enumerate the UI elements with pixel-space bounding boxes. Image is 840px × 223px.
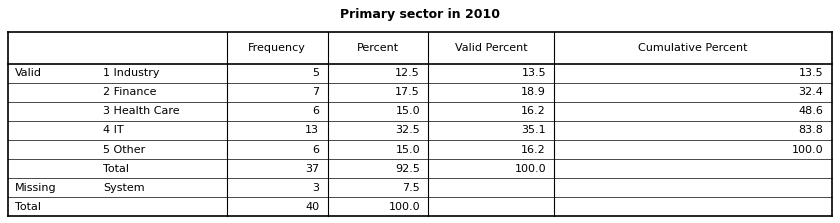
Text: Total: Total	[103, 164, 129, 173]
Text: 100.0: 100.0	[791, 145, 823, 155]
Text: 6: 6	[312, 106, 319, 116]
Text: 1 Industry: 1 Industry	[103, 68, 160, 78]
Text: 2 Finance: 2 Finance	[103, 87, 157, 97]
Text: 12.5: 12.5	[396, 68, 420, 78]
Text: 16.2: 16.2	[522, 106, 546, 116]
Text: 100.0: 100.0	[514, 164, 546, 173]
Text: System: System	[103, 183, 145, 193]
Text: 32.4: 32.4	[798, 87, 823, 97]
Text: 18.9: 18.9	[521, 87, 546, 97]
Text: Total: Total	[15, 202, 41, 212]
Text: 100.0: 100.0	[388, 202, 420, 212]
Text: 5 Other: 5 Other	[103, 145, 145, 155]
Text: 92.5: 92.5	[395, 164, 420, 173]
Text: 13: 13	[305, 125, 319, 135]
Text: 16.2: 16.2	[522, 145, 546, 155]
Text: 37: 37	[305, 164, 319, 173]
Text: 3 Health Care: 3 Health Care	[103, 106, 180, 116]
Text: 4 IT: 4 IT	[103, 125, 124, 135]
Text: 83.8: 83.8	[798, 125, 823, 135]
Text: 15.0: 15.0	[396, 106, 420, 116]
Text: 5: 5	[312, 68, 319, 78]
Text: 3: 3	[312, 183, 319, 193]
Text: Primary sector in 2010: Primary sector in 2010	[340, 8, 500, 21]
Text: 40: 40	[305, 202, 319, 212]
Text: Valid: Valid	[15, 68, 42, 78]
Text: Valid Percent: Valid Percent	[455, 43, 528, 53]
Text: 35.1: 35.1	[522, 125, 546, 135]
Text: Frequency: Frequency	[249, 43, 306, 53]
Text: Missing: Missing	[15, 183, 57, 193]
Text: Cumulative Percent: Cumulative Percent	[638, 43, 748, 53]
Text: 13.5: 13.5	[522, 68, 546, 78]
Text: 17.5: 17.5	[396, 87, 420, 97]
Text: 15.0: 15.0	[396, 145, 420, 155]
Text: 7.5: 7.5	[402, 183, 420, 193]
Text: 6: 6	[312, 145, 319, 155]
Text: 13.5: 13.5	[799, 68, 823, 78]
Text: 48.6: 48.6	[798, 106, 823, 116]
Text: 7: 7	[312, 87, 319, 97]
Text: Percent: Percent	[357, 43, 399, 53]
Text: 32.5: 32.5	[396, 125, 420, 135]
